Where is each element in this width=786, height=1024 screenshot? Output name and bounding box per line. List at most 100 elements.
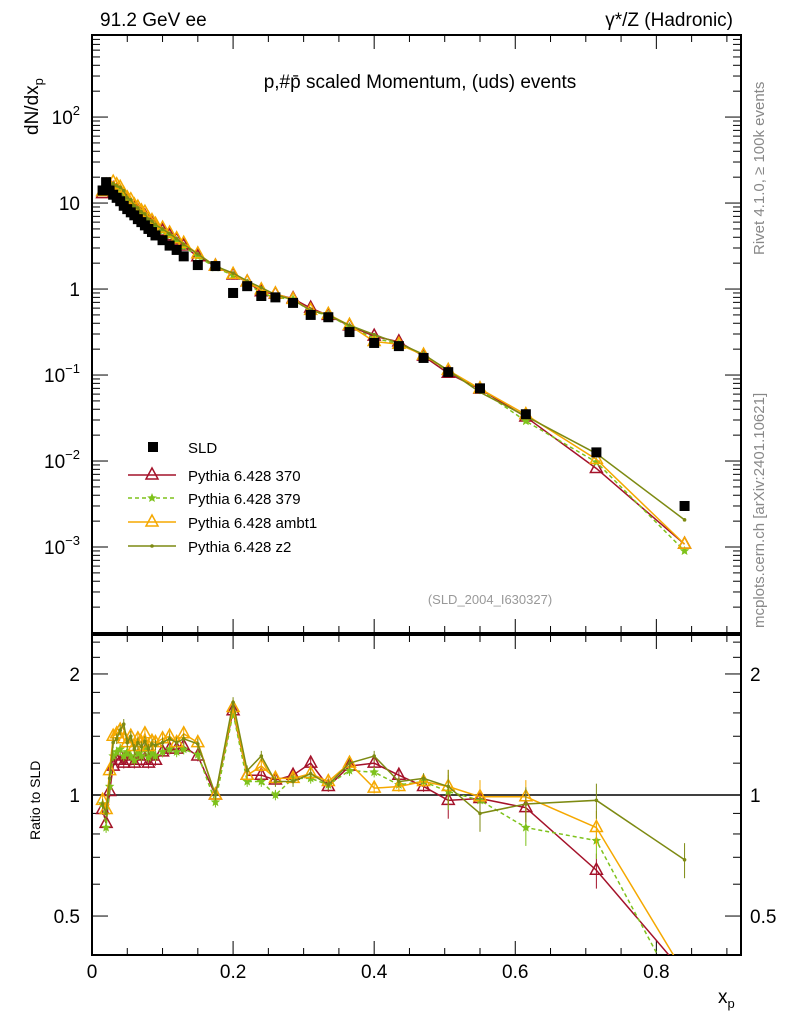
- series-point: [139, 209, 144, 214]
- data-point: [164, 240, 175, 251]
- x-tick-label: 0.4: [361, 962, 388, 983]
- legend: SLD Pythia 6.428 370 Pythia 6.428 379 Pythi…: [128, 440, 317, 556]
- legend-label: Pythia 6.428 z2: [188, 539, 291, 556]
- data-point: [679, 500, 690, 511]
- ratio-point: [196, 742, 200, 746]
- ratio-point: [179, 744, 189, 754]
- y-tick-exp: −2: [65, 447, 80, 462]
- data-point: [305, 309, 316, 320]
- ratio-point: [118, 728, 123, 732]
- ratio-point: [259, 754, 264, 758]
- ratio-point: [101, 822, 111, 832]
- ratio-point: [308, 771, 313, 776]
- y-tick-label: 10−2: [44, 447, 80, 473]
- x-tick-label: 0.8: [643, 962, 669, 983]
- ratio-point: [114, 736, 119, 741]
- main-series-group: [95, 173, 692, 555]
- ratio-point: [273, 779, 278, 784]
- mcplots-label: mcplots.cern.ch [arXiv:2401.10621]: [751, 393, 768, 628]
- ratio-point: [160, 740, 165, 745]
- ratio-point: [132, 747, 137, 751]
- series-point: [176, 237, 191, 251]
- legend-marker: [147, 493, 157, 502]
- ratio-point: [125, 740, 130, 745]
- ratio-point: [153, 743, 158, 748]
- ratio-point: [167, 736, 172, 741]
- series-point: [132, 203, 137, 208]
- series-point: [181, 242, 186, 247]
- series-point: [160, 227, 165, 231]
- x-tick-label: 0.2: [220, 962, 246, 983]
- ratio-point: [102, 782, 117, 797]
- analysis-label: (SLD_2004_I630327): [428, 592, 552, 607]
- series-point: [121, 188, 126, 193]
- series-point: [114, 183, 119, 188]
- legend-label: Pythia 6.428 ambt1: [188, 515, 317, 532]
- data-point: [192, 260, 203, 271]
- series-1: [97, 181, 690, 555]
- ratio-point: [213, 793, 218, 797]
- data-point: [256, 290, 267, 301]
- ratio-point: [150, 751, 161, 761]
- ratio-point: [239, 766, 255, 780]
- ratio-series-1: [97, 707, 690, 1009]
- ratio-point: [524, 802, 528, 806]
- ratio-point: [478, 811, 482, 816]
- ratio-point: [121, 722, 126, 726]
- series-point: [679, 545, 690, 555]
- series-point: [589, 450, 604, 465]
- ratio-y-tick-label: 2: [69, 665, 80, 686]
- ratio-point: [126, 751, 136, 761]
- data-point: [178, 251, 189, 262]
- ratio-point: [150, 742, 154, 746]
- series-point: [111, 181, 115, 186]
- data-point: [242, 281, 253, 292]
- ratio-point: [193, 749, 203, 759]
- ratio-point: [136, 740, 140, 745]
- series-point: [347, 323, 352, 328]
- ratio-point: [397, 779, 401, 784]
- series-point: [677, 535, 692, 549]
- ratio-point: [344, 765, 355, 775]
- ratio-y-tick-label: 0.5: [54, 907, 80, 928]
- legend-marker: [150, 544, 154, 548]
- y-tick-base: 10: [52, 108, 73, 129]
- ratio-point: [256, 776, 267, 786]
- ratio-point: [242, 776, 252, 786]
- x-axis-label: xp: [718, 987, 735, 1011]
- rivet-label: Rivet 4.1.0, ≥ 100k events: [751, 82, 768, 255]
- ratio-point: [129, 755, 140, 765]
- ratio-point: [366, 779, 382, 793]
- data-point: [591, 447, 602, 458]
- ratio-point: [680, 1000, 690, 1009]
- series-point: [146, 217, 151, 221]
- ratio-point: [589, 818, 604, 833]
- ratio-point: [594, 798, 599, 803]
- data-point: [418, 352, 429, 363]
- series-point: [125, 196, 130, 200]
- ratio-point: [143, 752, 154, 762]
- series-point: [150, 219, 154, 223]
- y-tick-exp: −3: [65, 533, 80, 548]
- ratio-point: [421, 776, 426, 781]
- y-tick-base: 10: [44, 452, 65, 473]
- ratio-point: [210, 797, 221, 807]
- series-point: [118, 185, 123, 190]
- ratio-point: [446, 784, 451, 789]
- x-label-text: x: [718, 987, 728, 1008]
- series-point: [153, 222, 158, 227]
- series-line: [101, 181, 686, 545]
- series-point: [231, 271, 235, 275]
- ratio-point: [148, 751, 163, 766]
- series-point: [136, 206, 140, 210]
- legend-label: SLD: [188, 440, 217, 457]
- y-tick-label: 1: [69, 280, 80, 301]
- ratio-point: [521, 822, 531, 832]
- series-point: [143, 212, 147, 216]
- header-left: 91.2 GeV ee: [100, 10, 207, 31]
- ratio-point: [391, 777, 407, 792]
- legend-marker-sld: [148, 442, 158, 452]
- y-tick-label: 102: [52, 103, 80, 129]
